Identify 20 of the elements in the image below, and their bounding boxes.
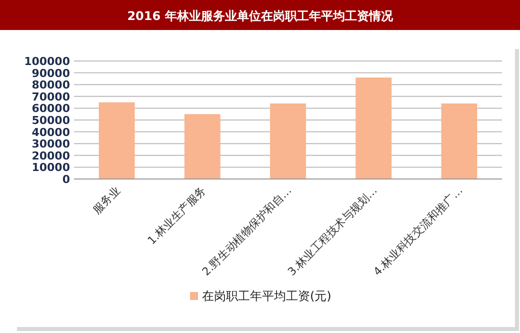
y-tick-label: 60000 <box>32 102 70 116</box>
bar <box>356 78 392 179</box>
y-tick-label: 40000 <box>32 126 70 139</box>
chart-title: 2016 年林业服务业单位在岗职工年平均工资情况 <box>127 9 394 23</box>
bar <box>441 103 478 179</box>
y-tick-label: 90000 <box>32 66 70 80</box>
y-tick-label: 80000 <box>32 78 70 92</box>
y-tick-label: 20000 <box>32 149 70 162</box>
x-tick-label: 1.林业生产服务 <box>145 184 209 248</box>
y-tick-label: 30000 <box>32 138 70 151</box>
bar <box>98 102 135 179</box>
bar <box>270 103 306 179</box>
bar <box>184 114 220 179</box>
x-tick-label: 服务业 <box>90 184 123 216</box>
y-tick-label: 50000 <box>32 114 70 127</box>
y-tick-label: 100000 <box>24 55 70 68</box>
y-tick-label: 0 <box>62 173 70 186</box>
legend-label: 在岗职工年平均工资(元) <box>202 289 332 303</box>
y-tick-label: 10000 <box>32 161 70 174</box>
y-tick-label: 70000 <box>32 90 70 104</box>
